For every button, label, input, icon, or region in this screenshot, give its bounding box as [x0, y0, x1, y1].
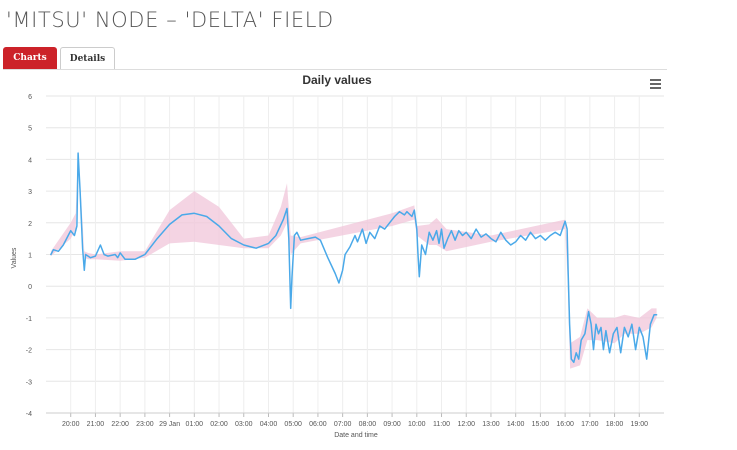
y-tick-label: -1 — [26, 316, 32, 323]
y-tick-label: -2 — [26, 348, 32, 355]
chart-title: Daily values — [302, 73, 372, 87]
x-tick-label: 20:00 — [62, 421, 80, 428]
x-tick-label: 23:00 — [136, 421, 154, 428]
y-tick-label: 6 — [28, 94, 32, 101]
y-tick-label: 3 — [28, 189, 32, 196]
x-tick-label: 07:00 — [334, 421, 352, 428]
x-tick-label: 22:00 — [111, 421, 129, 428]
x-tick-label: 29 Jan — [159, 421, 180, 428]
y-tick-label: -4 — [26, 411, 32, 418]
range-band — [50, 149, 657, 369]
x-tick-label: 05:00 — [284, 421, 302, 428]
x-tick-label: 16:00 — [556, 421, 574, 428]
x-tick-label: 04:00 — [260, 421, 278, 428]
x-tick-label: 02:00 — [210, 421, 228, 428]
tab-details[interactable]: Details — [60, 47, 115, 69]
y-tick-label: 5 — [28, 126, 32, 133]
x-tick-label: 18:00 — [606, 421, 624, 428]
x-tick-label: 08:00 — [359, 421, 377, 428]
x-tick-label: 13:00 — [482, 421, 500, 428]
page-title: 'MITSU' NODE – 'DELTA' FIELD — [6, 8, 334, 32]
x-tick-label: 19:00 — [631, 421, 649, 428]
x-tick-label: 03:00 — [235, 421, 253, 428]
x-tick-label: 10:00 — [408, 421, 426, 428]
x-axis-label: Date and time — [334, 432, 378, 439]
x-tick-label: 06:00 — [309, 421, 327, 428]
series-line — [50, 152, 658, 364]
line-chart: Daily values 6 5 4 3 2 1 0 -1 -2 -3 -4 20:00 21:00 22… — [11, 73, 664, 439]
y-tick-label: 0 — [28, 284, 32, 291]
tab-divider — [3, 69, 667, 70]
x-tick-label: 17:00 — [581, 421, 599, 428]
y-tick-label: 4 — [28, 157, 32, 164]
y-tick-label: 2 — [28, 221, 32, 228]
y-tick-label: -3 — [26, 379, 32, 386]
x-tick-label: 15:00 — [532, 421, 550, 428]
x-tick-label: 12:00 — [457, 421, 475, 428]
x-tick-label: 14:00 — [507, 421, 525, 428]
tab-charts[interactable]: Charts — [3, 47, 57, 69]
x-tick-label: 21:00 — [87, 421, 105, 428]
chart-menu-icon[interactable] — [650, 79, 661, 89]
x-tick-label: 11:00 — [433, 421, 450, 428]
y-tick-label: 1 — [28, 253, 32, 260]
y-axis-label: Values — [11, 247, 18, 268]
x-tick-label: 09:00 — [383, 421, 401, 428]
x-tick-label: 01:00 — [186, 421, 204, 428]
